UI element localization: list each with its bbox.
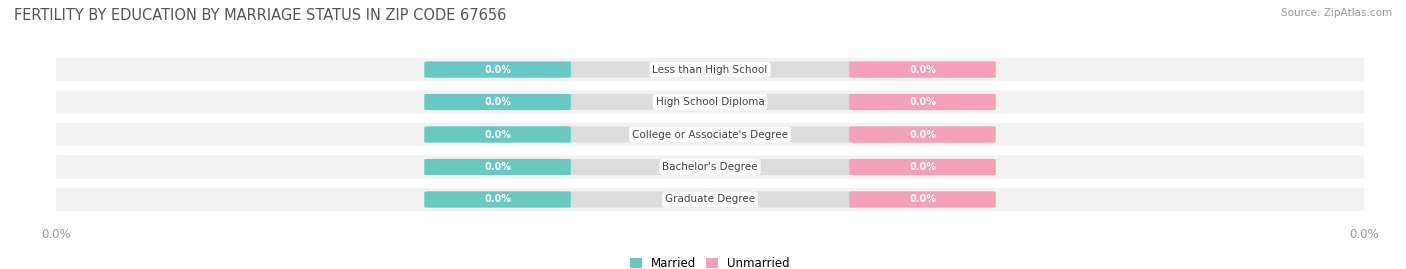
FancyBboxPatch shape xyxy=(709,94,993,110)
Text: 0.0%: 0.0% xyxy=(484,162,510,172)
FancyBboxPatch shape xyxy=(709,62,993,77)
FancyBboxPatch shape xyxy=(849,94,995,110)
FancyBboxPatch shape xyxy=(849,159,995,175)
FancyBboxPatch shape xyxy=(427,126,711,143)
FancyBboxPatch shape xyxy=(49,188,1371,211)
Text: 0.0%: 0.0% xyxy=(910,97,936,107)
FancyBboxPatch shape xyxy=(709,126,993,143)
Text: 0.0%: 0.0% xyxy=(484,97,510,107)
Text: 0.0%: 0.0% xyxy=(484,129,510,140)
Text: High School Diploma: High School Diploma xyxy=(655,97,765,107)
Text: Less than High School: Less than High School xyxy=(652,65,768,75)
FancyBboxPatch shape xyxy=(425,159,571,175)
FancyBboxPatch shape xyxy=(49,155,1371,179)
Text: 0.0%: 0.0% xyxy=(910,194,936,204)
Text: 0.0%: 0.0% xyxy=(910,162,936,172)
FancyBboxPatch shape xyxy=(709,192,993,207)
FancyBboxPatch shape xyxy=(849,191,995,208)
Text: 0.0%: 0.0% xyxy=(910,129,936,140)
FancyBboxPatch shape xyxy=(427,62,711,77)
Text: 0.0%: 0.0% xyxy=(484,65,510,75)
FancyBboxPatch shape xyxy=(425,126,571,143)
FancyBboxPatch shape xyxy=(425,61,571,78)
FancyBboxPatch shape xyxy=(425,94,571,110)
FancyBboxPatch shape xyxy=(427,159,711,175)
Legend: Married, Unmarried: Married, Unmarried xyxy=(630,257,790,269)
FancyBboxPatch shape xyxy=(427,192,711,207)
FancyBboxPatch shape xyxy=(49,123,1371,146)
FancyBboxPatch shape xyxy=(49,58,1371,81)
FancyBboxPatch shape xyxy=(425,191,571,208)
FancyBboxPatch shape xyxy=(427,94,711,110)
Text: 0.0%: 0.0% xyxy=(484,194,510,204)
FancyBboxPatch shape xyxy=(49,90,1371,114)
Text: FERTILITY BY EDUCATION BY MARRIAGE STATUS IN ZIP CODE 67656: FERTILITY BY EDUCATION BY MARRIAGE STATU… xyxy=(14,8,506,23)
Text: 0.0%: 0.0% xyxy=(910,65,936,75)
Text: Bachelor's Degree: Bachelor's Degree xyxy=(662,162,758,172)
Text: Graduate Degree: Graduate Degree xyxy=(665,194,755,204)
Text: Source: ZipAtlas.com: Source: ZipAtlas.com xyxy=(1281,8,1392,18)
FancyBboxPatch shape xyxy=(849,61,995,78)
FancyBboxPatch shape xyxy=(849,126,995,143)
FancyBboxPatch shape xyxy=(709,159,993,175)
Text: College or Associate's Degree: College or Associate's Degree xyxy=(633,129,787,140)
